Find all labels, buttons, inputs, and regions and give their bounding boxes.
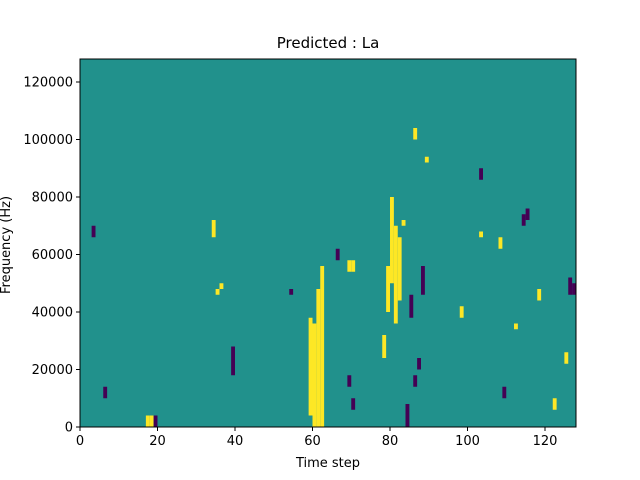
heatmap-cell-high xyxy=(347,260,352,272)
heatmap-cell-low xyxy=(479,168,483,180)
heatmap-cell-high xyxy=(312,369,317,427)
x-tick-label: 0 xyxy=(76,434,84,449)
heatmap-cell-low xyxy=(91,225,96,238)
y-tick-label: 40000 xyxy=(32,306,73,321)
heatmap-cell-high xyxy=(514,323,518,330)
y-axis-label: Frequency (Hz) xyxy=(0,196,14,294)
x-tick-label: 20 xyxy=(149,434,166,449)
y-tick-label: 0 xyxy=(65,421,73,436)
y-tick-label: 120000 xyxy=(23,76,73,91)
x-tick-label: 40 xyxy=(227,434,244,449)
heatmap-cell-low xyxy=(335,248,340,261)
heatmap-cell-high xyxy=(537,289,542,301)
heatmap-cell-high xyxy=(393,225,398,324)
heatmap-cell-high xyxy=(552,398,557,410)
heatmap-cell-high xyxy=(424,156,429,163)
heatmap-cell-high xyxy=(308,317,313,416)
y-tick-label: 60000 xyxy=(32,248,73,263)
y-tick-label: 100000 xyxy=(23,133,73,148)
heatmap-cell-high xyxy=(459,306,464,318)
heatmap-cell-high xyxy=(397,237,402,301)
heatmap-cell-high xyxy=(145,415,150,427)
heatmap-cell-low xyxy=(502,386,507,399)
y-tick-label: 20000 xyxy=(32,363,73,378)
heatmap-cell-high xyxy=(401,220,406,226)
heatmap-cell-low xyxy=(103,386,108,399)
heatmap-cell-high xyxy=(386,266,390,312)
heatmap-cell-high xyxy=(211,220,216,238)
heatmap-cell-low xyxy=(521,214,526,226)
heatmap-cell-high xyxy=(390,197,394,284)
heatmap-cell-high xyxy=(215,289,220,295)
x-tick-label: 60 xyxy=(304,434,321,449)
heatmap-cell-high xyxy=(479,231,483,238)
heatmap-cell-low xyxy=(409,294,414,318)
heatmap-cell-high xyxy=(382,335,387,358)
heatmap-cell-high xyxy=(498,237,503,249)
heatmap-cell-low xyxy=(351,398,356,410)
heatmap-cell-high xyxy=(413,128,418,140)
heatmap-cell-high xyxy=(564,352,569,364)
heatmap-cell-high xyxy=(316,289,321,427)
heatmap-cell-high xyxy=(351,260,356,272)
x-tick-label: 100 xyxy=(455,434,480,449)
x-tick-label: 80 xyxy=(382,434,399,449)
heatmap-cell-low xyxy=(231,346,235,376)
heatmap-cell-low xyxy=(153,415,158,427)
x-axis-label: Time step xyxy=(295,456,360,471)
heatmap-cell-high xyxy=(149,415,154,427)
heatmap-cell-high xyxy=(320,266,325,427)
plot-area xyxy=(80,59,576,427)
x-tick-label: 120 xyxy=(533,434,558,449)
heatmap-cell-low xyxy=(417,358,421,370)
heatmap-cell-low xyxy=(568,277,573,295)
heatmap-cell-high xyxy=(219,283,224,289)
axes: 0 20 40 60 80 100 120 0 20000 40000 60000 80000 1000… xyxy=(23,58,577,449)
heatmap-cell-high xyxy=(312,323,317,370)
heatmap-cell-low xyxy=(572,283,576,295)
heatmap-cell-low xyxy=(347,375,352,387)
heatmap-cell-low xyxy=(405,404,410,427)
y-tick-label: 80000 xyxy=(32,191,73,206)
heatmap-cell-low xyxy=(289,289,294,295)
heatmap-cell-low xyxy=(413,375,418,387)
chart-title: Predicted : La xyxy=(277,34,380,52)
heatmap-cell-low xyxy=(421,266,425,295)
heatmap-background xyxy=(80,59,576,427)
plot-frame xyxy=(79,58,577,428)
heatmap-cell-low xyxy=(525,208,530,220)
